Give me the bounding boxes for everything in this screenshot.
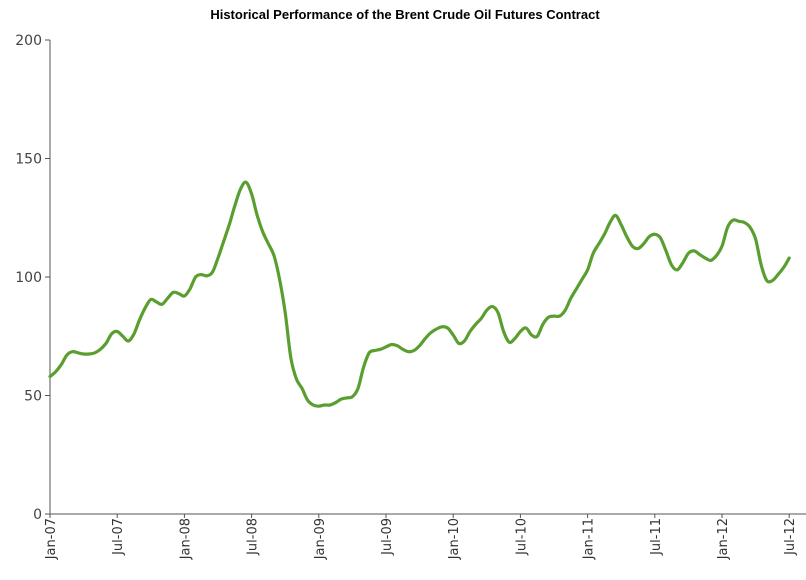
y-tick-label: 200 (15, 33, 42, 49)
x-tick-label: Jul-07 (111, 518, 126, 556)
x-tick-label: Jan-11 (582, 518, 597, 560)
x-tick-label: Jan-07 (44, 518, 59, 560)
x-tick-label: Jan-08 (178, 518, 193, 560)
x-tick-label: Jan-10 (447, 518, 462, 560)
y-tick-label: 50 (24, 389, 42, 405)
y-tick-label: 0 (33, 507, 42, 523)
x-axis-ticks: Jan-07 Jul-07 Jan-08 Jul-08 Jan-09 Jul-09 Jan-… (44, 514, 798, 560)
x-tick-label: Jan-09 (313, 518, 328, 560)
x-tick-label: Jul-08 (246, 518, 261, 556)
x-tick-label: Jul-11 (649, 518, 664, 556)
y-axis-ticks: 0 50 100 150 200 (15, 33, 50, 523)
x-tick-label: Jul-12 (783, 518, 798, 556)
y-tick-label: 100 (15, 270, 42, 286)
chart-title: Historical Performance of the Brent Crud… (210, 7, 600, 22)
x-tick-label: Jul-10 (514, 518, 529, 556)
x-tick-label: Jul-09 (380, 518, 395, 556)
series-line (48, 180, 791, 408)
y-tick-label: 150 (15, 152, 42, 168)
x-tick-label: Jan-12 (716, 518, 731, 560)
